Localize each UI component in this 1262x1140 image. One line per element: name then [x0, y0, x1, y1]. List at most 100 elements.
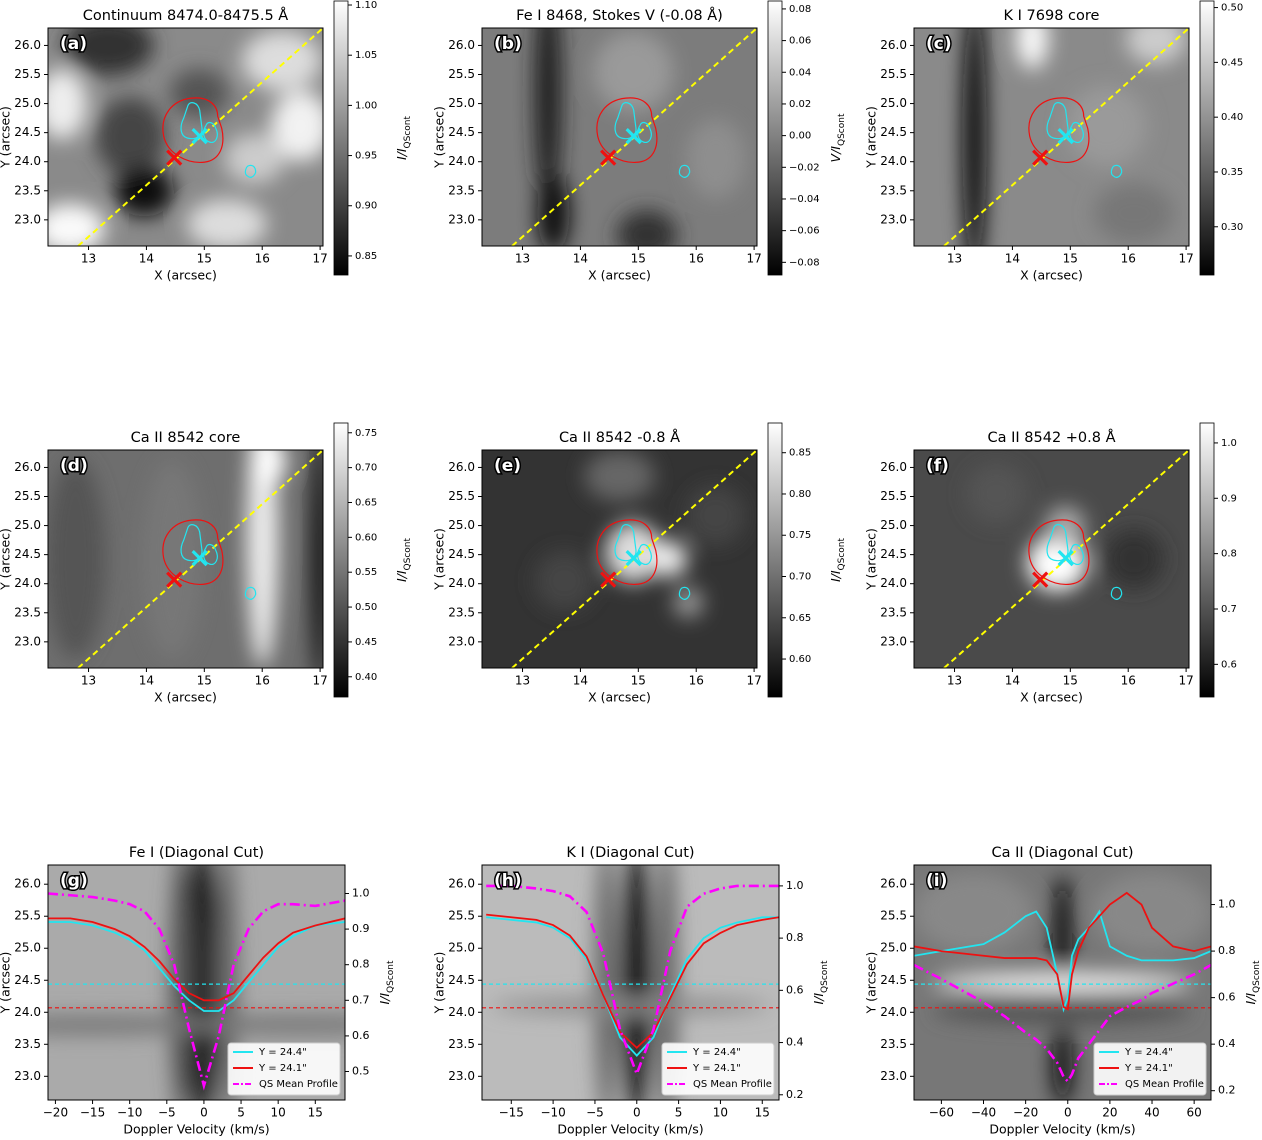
marker-x [1057, 549, 1074, 567]
y-tick-label: 25.0 [448, 96, 475, 110]
y-tick-label: 24.0 [880, 576, 907, 590]
colorbar-tick-label: 0.60 [789, 654, 811, 665]
texture-blob [169, 865, 194, 1100]
y-tick-label: 25.0 [448, 941, 475, 955]
colorbar-tick-label: 0.04 [789, 67, 811, 78]
y-tick-label: 26.0 [448, 38, 475, 52]
label-main: I/I [377, 993, 392, 1005]
axes-frame [913, 864, 1212, 1101]
texture-blob [95, 97, 166, 177]
x-tick-label: 14 [139, 252, 154, 266]
texture-blob [651, 541, 687, 577]
label-main: I/I [828, 570, 843, 582]
contour [1028, 97, 1090, 163]
colorbar-tick-label: 0.06 [789, 36, 811, 47]
y-axis-label: Y (arcsec) [864, 952, 879, 1015]
colorbar [333, 422, 349, 698]
x-axis-label: X (arcsec) [588, 690, 651, 705]
panel: −15 −10 −5 0 5 10 15 23.0 23.5 24.0 24.5 25.0 25.5 26… [432, 845, 830, 1137]
contour [1028, 519, 1090, 585]
y2-tick-label: 0.9 [352, 922, 370, 935]
y-tick-label: 23.0 [14, 1069, 41, 1083]
x-tick-label: 14 [1005, 252, 1020, 266]
label-sub: QScont [403, 537, 413, 570]
x-tick-label: 17 [1178, 674, 1193, 688]
texture-blob [1052, 1024, 1073, 1100]
texture-blob [1091, 872, 1211, 952]
x-tick-label: 14 [139, 674, 154, 688]
colorbar-tick-label: 0.70 [789, 572, 811, 583]
y-tick-label: 26.0 [880, 877, 907, 891]
colorbar-tick-label: 0.45 [355, 637, 377, 648]
texture-blob [186, 865, 219, 1100]
texture-blob [534, 550, 595, 611]
y-tick-label: 25.5 [880, 909, 907, 923]
x-tick-label: −20 [43, 1106, 68, 1120]
colorbar [1199, 422, 1215, 698]
marker-x [191, 127, 208, 145]
label-main: I/I [394, 148, 409, 160]
y2-axis-label: I/IQScont [1243, 960, 1262, 1005]
plot-area [914, 450, 1189, 668]
marker-x [625, 127, 642, 145]
label-main: I/I [811, 993, 826, 1005]
y-tick-label: 25.0 [14, 96, 41, 110]
x-axis-label: Doppler Velocity (km/s) [989, 1122, 1135, 1137]
series-line [914, 891, 1211, 1011]
marker-x [1057, 127, 1074, 145]
y2-tick-label: 0.5 [352, 1065, 370, 1078]
axes-frame [47, 27, 324, 247]
chart-title: K I 7698 core [1004, 8, 1100, 24]
colorbar-tick-label: 0.40 [1221, 112, 1243, 123]
image-texture [48, 865, 345, 1100]
x-tick-label: 17 [746, 674, 761, 688]
x-axis-label: Doppler Velocity (km/s) [123, 1122, 269, 1137]
marker-x [600, 571, 617, 588]
colorbar-tick-label: 0.6 [1221, 659, 1237, 670]
x-tick-label: 17 [746, 252, 761, 266]
colorbar-tick-label: 1.00 [355, 100, 377, 111]
colorbar-tick-label: 0.02 [789, 99, 811, 110]
colorbar-tick-label: 0.65 [355, 497, 377, 508]
colorbar [767, 422, 783, 698]
x-tick-label: 15 [1063, 674, 1078, 688]
x-tick-label: 5 [675, 1106, 683, 1120]
y-tick-label: 25.0 [14, 518, 41, 532]
y-axis-label: Y (arcsec) [0, 528, 13, 591]
panel: 13 14 15 16 17 23.0 23.5 24.0 24.5 25.0 25.5 26.0 X … [0, 0, 413, 282]
x-tick-label: −40 [971, 1106, 996, 1120]
y-tick-label: 25.5 [448, 489, 475, 503]
y-tick-label: 23.0 [14, 212, 41, 226]
y2-tick-label: 0.8 [352, 958, 370, 971]
x-tick-label: 16 [255, 252, 270, 266]
axes-frame [481, 27, 758, 247]
y2-tick-label: 0.7 [352, 993, 370, 1006]
y-tick-label: 23.5 [448, 183, 475, 197]
y2-axis-label: I/IQScont [811, 960, 830, 1005]
x-tick-label: 15 [197, 674, 212, 688]
x-tick-label: −5 [158, 1106, 176, 1120]
x-tick-label: 0 [200, 1106, 208, 1120]
image-texture [914, 872, 1211, 1100]
x-tick-label: 10 [271, 1106, 286, 1120]
y-tick-label: 25.5 [14, 489, 41, 503]
marker-x [1032, 149, 1049, 166]
colorbar-tick-label: 0.85 [355, 251, 377, 262]
x-axis-label: X (arcsec) [154, 690, 217, 705]
colorbar-tick-label: 0.00 [789, 131, 811, 142]
panel-label: (c) [926, 34, 952, 54]
panel-label: (e) [494, 456, 521, 476]
label-main: I/I [1243, 993, 1258, 1005]
x-tick-label: 60 [1187, 1106, 1202, 1120]
label-sub: QScont [837, 113, 847, 146]
x-tick-label: 13 [947, 674, 962, 688]
texture-blob [962, 28, 987, 246]
x-tick-label: −15 [80, 1106, 105, 1120]
y-axis-label: Y (arcsec) [0, 952, 13, 1015]
x-tick-label: 14 [573, 674, 588, 688]
colorbar-tick-label: 0.08 [789, 4, 811, 15]
label-sub: QScont [820, 960, 830, 993]
x-tick-label: 5 [237, 1106, 245, 1120]
series-line [486, 884, 779, 1078]
y2-tick-label: 0.2 [786, 1088, 804, 1101]
